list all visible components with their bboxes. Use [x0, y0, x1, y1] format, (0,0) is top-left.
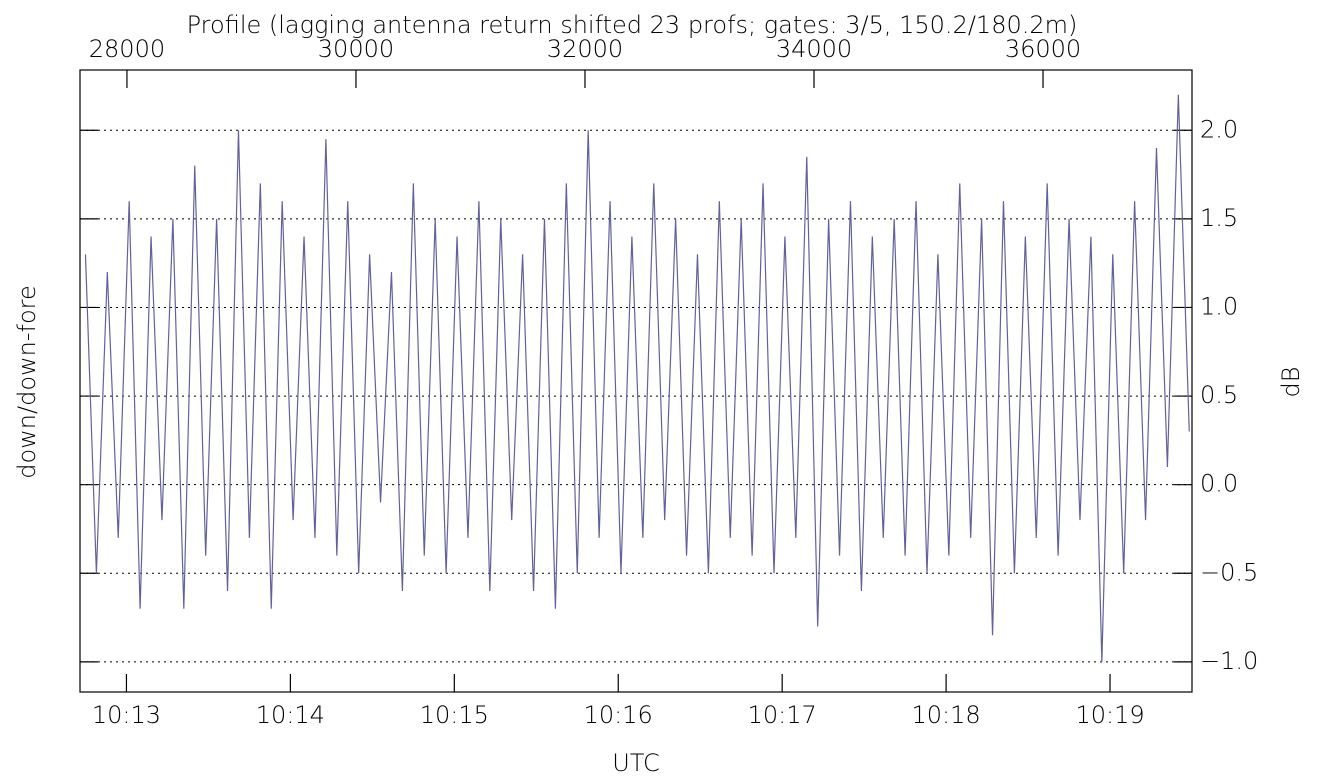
x2-tick-label: 34000	[776, 35, 852, 63]
x2-tick-label: 28000	[89, 35, 165, 63]
chart-title: Profile (lagging antenna return shifted …	[187, 11, 1078, 39]
x-tick-label: 10:15	[420, 701, 489, 729]
y2-tick-label: 0.0	[1200, 470, 1238, 498]
x-tick-label: 10:16	[584, 701, 653, 729]
y2-tick-label: 2.0	[1200, 115, 1238, 143]
x2-tick-label: 32000	[547, 35, 623, 63]
x-tick-label: 10:18	[912, 701, 981, 729]
x-tick-label: 10:13	[92, 701, 161, 729]
y2-tick-label: 1.5	[1200, 204, 1238, 232]
y2-tick-label: 1.0	[1200, 292, 1238, 320]
x2-tick-label: 30000	[318, 35, 394, 63]
x-tick-label: 10:14	[256, 701, 325, 729]
y2-tick-label: −0.5	[1200, 558, 1258, 586]
y-axis-label: down/down-fore	[13, 285, 41, 479]
x-tick-label: 10:17	[748, 701, 817, 729]
y2-tick-label: 0.5	[1200, 381, 1238, 409]
x-tick-label: 10:19	[1075, 701, 1144, 729]
y2-tick-label: −1.0	[1200, 647, 1258, 675]
x-axis-label: UTC	[612, 749, 660, 777]
plot-frame	[79, 69, 1193, 693]
x2-tick-label: 36000	[1005, 35, 1081, 63]
data-line	[84, 94, 1190, 662]
y2-axis-label: dB	[1277, 367, 1305, 398]
